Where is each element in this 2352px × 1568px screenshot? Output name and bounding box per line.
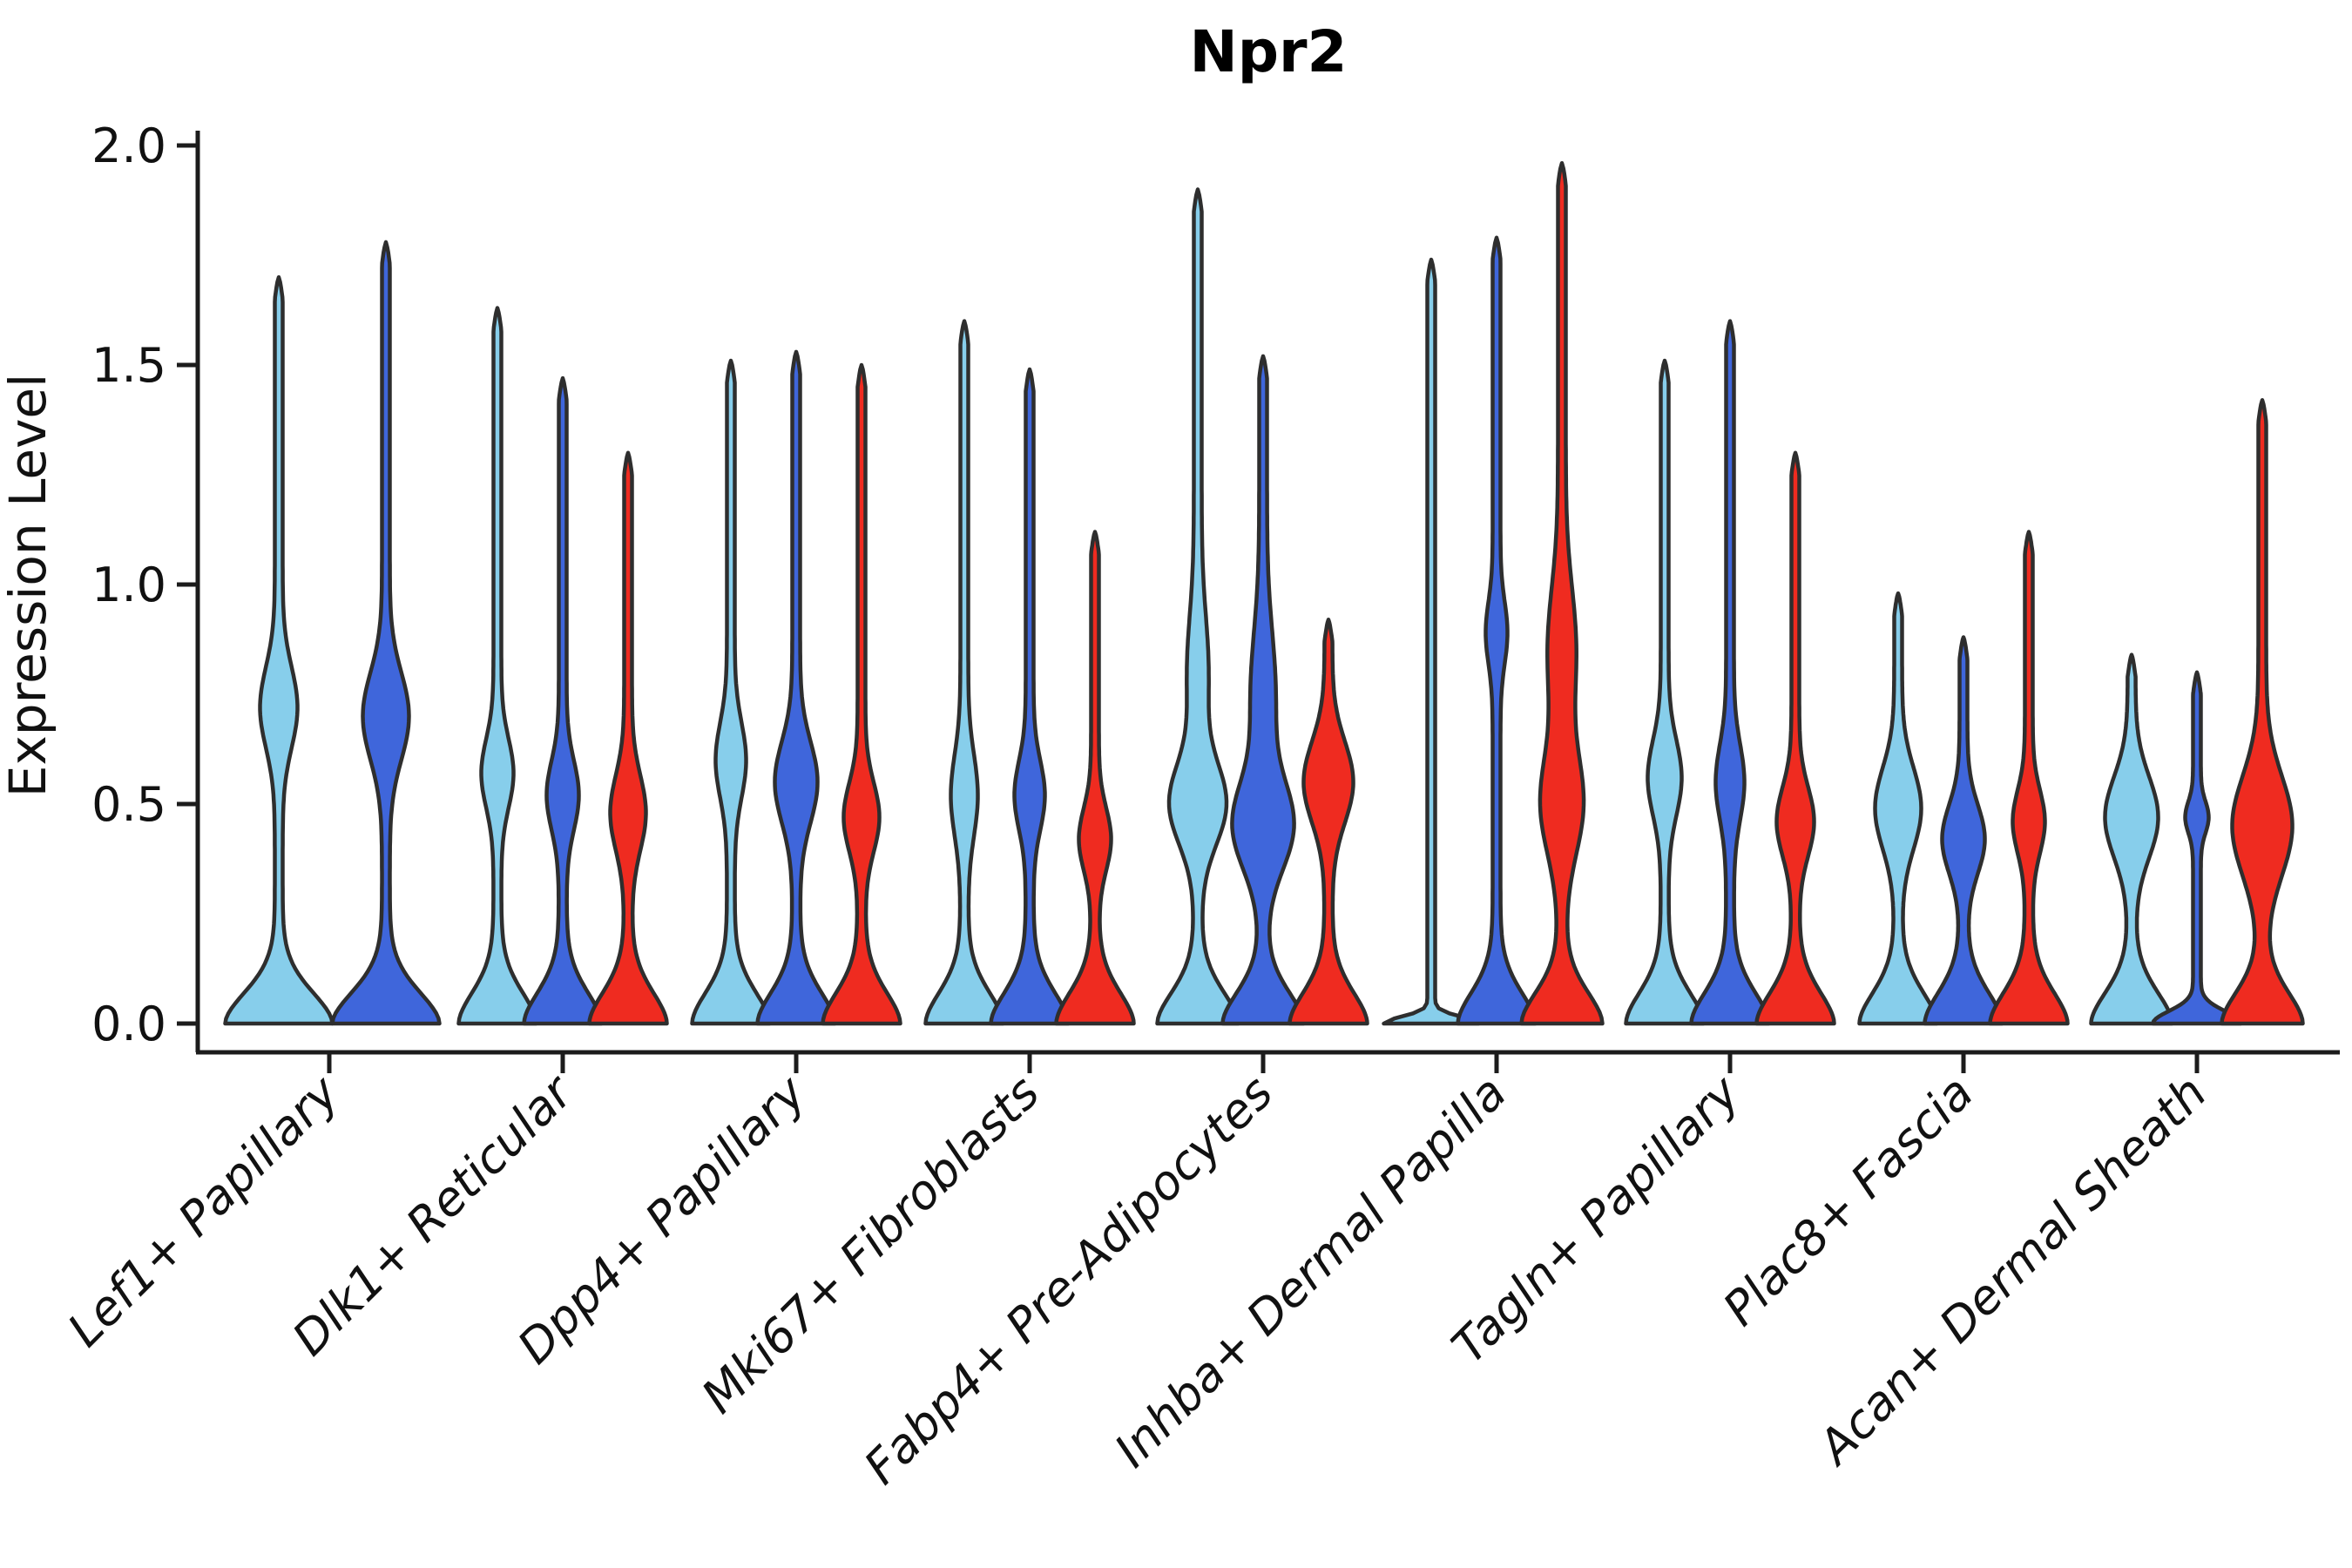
violin-royal_blue (989, 367, 1071, 1026)
violin-light_blue (690, 358, 772, 1026)
x-tick-label: Fabp4+ Pre-Adipocytes (854, 1065, 1283, 1495)
violin-light_blue (1382, 257, 1481, 1026)
x-tick-label: Plac8+ Fascia (1713, 1065, 1984, 1336)
violin-royal_blue (522, 375, 604, 1026)
violin-royal_blue (1923, 635, 2004, 1026)
violin-royal_blue (755, 349, 837, 1026)
y-tick-label: 1.5 (91, 338, 166, 393)
violin-red (1519, 160, 1605, 1026)
x-tick-label: Inhba+ Dermal Papilla (1104, 1065, 1517, 1478)
violin-red (821, 362, 902, 1026)
violin-light_blue (1624, 358, 1706, 1026)
violin-light_blue (1155, 187, 1240, 1026)
y-tick-label: 0.0 (91, 997, 166, 1051)
violin-royal_blue (1689, 319, 1771, 1026)
violin-light_blue (1857, 591, 1939, 1026)
violin-royal_blue (330, 240, 442, 1026)
violin-red (1754, 450, 1836, 1026)
y-axis-label: Expression Level (0, 374, 57, 797)
violin-light_blue (223, 274, 335, 1026)
y-tick-label: 0.5 (91, 777, 166, 832)
chart-title: Npr2 (1190, 18, 1348, 85)
violin-light_blue (923, 319, 1005, 1026)
violin-red (2220, 398, 2305, 1026)
violin-red (587, 450, 669, 1026)
y-tick-label: 2.0 (91, 118, 166, 173)
x-tick-label: Acan+ Dermal Sheath (1806, 1065, 2217, 1477)
axes-layer (177, 131, 2340, 1073)
violin-red (1054, 530, 1136, 1026)
violin-royal_blue (1456, 235, 1538, 1026)
violin-red (1288, 618, 1369, 1026)
violin-layer (223, 160, 2305, 1026)
violin-royal_blue (2151, 670, 2243, 1026)
violin-royal_blue (1220, 354, 1306, 1026)
violin-light_blue (456, 306, 538, 1026)
y-tick-label: 1.0 (91, 558, 166, 612)
violin-light_blue (2089, 652, 2174, 1026)
violin-red (1988, 530, 2070, 1026)
